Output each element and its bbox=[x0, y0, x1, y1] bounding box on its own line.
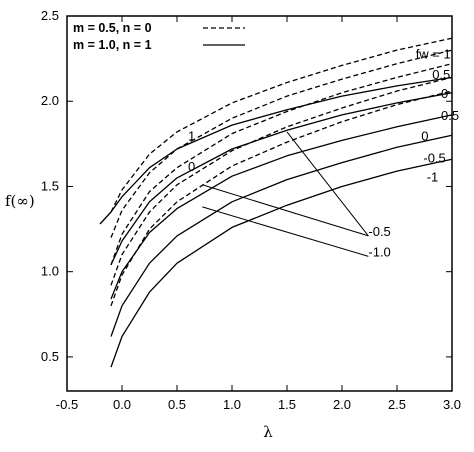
annotation-label: -0.5 bbox=[368, 224, 390, 239]
annotation-label: 0.5 bbox=[432, 67, 450, 82]
annotation-layer: fw = 1 0.5 0 0.5 0 -0.5 -1 1 0 -0.5 -1.0 bbox=[188, 47, 459, 260]
x-tick-label: 3.0 bbox=[443, 397, 461, 412]
series-line-solid bbox=[99, 76, 453, 225]
series-line-dashed bbox=[110, 63, 453, 266]
x-tick-label: 2.5 bbox=[388, 397, 406, 412]
annotation-label: 1 bbox=[188, 128, 195, 143]
annotation-label: 0 bbox=[441, 86, 448, 101]
leader-layer bbox=[202, 131, 369, 257]
leader-line bbox=[286, 131, 369, 237]
x-tick-label: 0.5 bbox=[168, 397, 186, 412]
legend-label: m = 1.0, n = 1 bbox=[73, 38, 152, 52]
y-axis-title: f(∞) bbox=[5, 192, 35, 210]
legend: m = 0.5, n = 0 m = 1.0, n = 1 bbox=[73, 21, 245, 52]
annotation-label: 0 bbox=[188, 159, 195, 174]
tick-labels: -0.5 0.0 0.5 1.0 1.5 2.0 2.5 3.0 0.5 1.0 1.5 2.0 2.5 bbox=[41, 8, 461, 412]
ticks bbox=[66, 15, 453, 391]
annotation-label: -0.5 bbox=[423, 151, 445, 166]
series-line-dashed bbox=[110, 37, 453, 213]
series-line-dashed bbox=[110, 90, 453, 307]
y-tick-label: 1.5 bbox=[41, 178, 59, 193]
annotation-label: fw = 1 bbox=[416, 47, 451, 62]
annotation-label: -1 bbox=[427, 169, 439, 184]
x-tick-label: 1.0 bbox=[223, 397, 241, 412]
annotation-label: -1.0 bbox=[368, 244, 390, 259]
y-tick-label: 2.5 bbox=[41, 8, 59, 23]
x-tick-label: 0.0 bbox=[113, 397, 131, 412]
x-tick-label: 2.0 bbox=[333, 397, 351, 412]
y-tick-label: 2.0 bbox=[41, 93, 59, 108]
leader-line bbox=[202, 184, 369, 237]
x-axis-title: λ bbox=[263, 423, 273, 441]
y-tick-label: 1.0 bbox=[41, 264, 59, 279]
x-tick-label: -0.5 bbox=[56, 397, 78, 412]
series-layer bbox=[99, 37, 453, 368]
x-tick-label: 1.5 bbox=[278, 397, 296, 412]
annotation-label: 0 bbox=[421, 128, 428, 143]
annotation-label: 0.5 bbox=[441, 108, 459, 123]
series-line-solid bbox=[110, 134, 453, 337]
legend-label: m = 0.5, n = 0 bbox=[73, 21, 152, 35]
series-line-dashed bbox=[110, 76, 453, 286]
leader-line bbox=[202, 206, 369, 257]
series-line-dashed bbox=[110, 49, 453, 238]
series-line-solid bbox=[110, 114, 453, 300]
series-line-solid bbox=[110, 158, 453, 368]
plot-frame bbox=[66, 15, 453, 392]
series-line-solid bbox=[110, 92, 453, 266]
y-tick-label: 0.5 bbox=[41, 349, 59, 364]
